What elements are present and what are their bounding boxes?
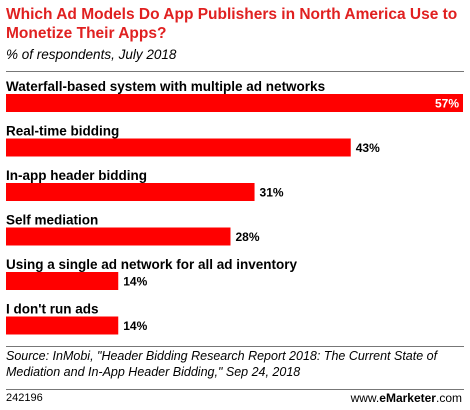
category-label: Waterfall-based system with multiple ad … xyxy=(6,79,325,94)
bar-chart: Waterfall-based system with multiple ad … xyxy=(6,79,463,335)
brand-logo[interactable]: www.eMarketer.com xyxy=(351,391,462,405)
brand-name: Marketer xyxy=(385,391,436,405)
bar xyxy=(6,227,231,246)
bar xyxy=(6,183,255,201)
top-divider xyxy=(6,71,464,72)
bottom-divider xyxy=(6,346,464,347)
bar xyxy=(6,316,119,335)
category-label: I don't run ads xyxy=(6,302,98,317)
value-label: 14% xyxy=(123,275,147,289)
chart-title: Which Ad Models Do App Publishers in Nor… xyxy=(6,6,458,42)
source-note: Source: InMobi, "Header Bidding Research… xyxy=(6,349,438,379)
chart-id: 242196 xyxy=(6,392,43,404)
value-label: 31% xyxy=(260,186,284,200)
bar xyxy=(6,138,351,157)
value-label: 28% xyxy=(235,230,259,244)
brand-prefix: www. xyxy=(350,391,380,405)
category-label: Self mediation xyxy=(6,213,98,228)
value-label: 43% xyxy=(356,141,380,155)
bar xyxy=(6,94,463,112)
chart-subtitle: % of respondents, July 2018 xyxy=(6,47,177,62)
bar xyxy=(6,272,119,290)
brand-suffix: .com xyxy=(435,391,462,405)
value-label: 14% xyxy=(123,319,147,333)
category-label: Using a single ad network for all ad inv… xyxy=(6,257,298,272)
value-label: 57% xyxy=(435,97,459,111)
footer-divider xyxy=(6,389,464,390)
brand-e: e xyxy=(379,391,386,405)
category-label: In-app header bidding xyxy=(6,168,147,183)
category-label: Real-time bidding xyxy=(6,124,119,139)
